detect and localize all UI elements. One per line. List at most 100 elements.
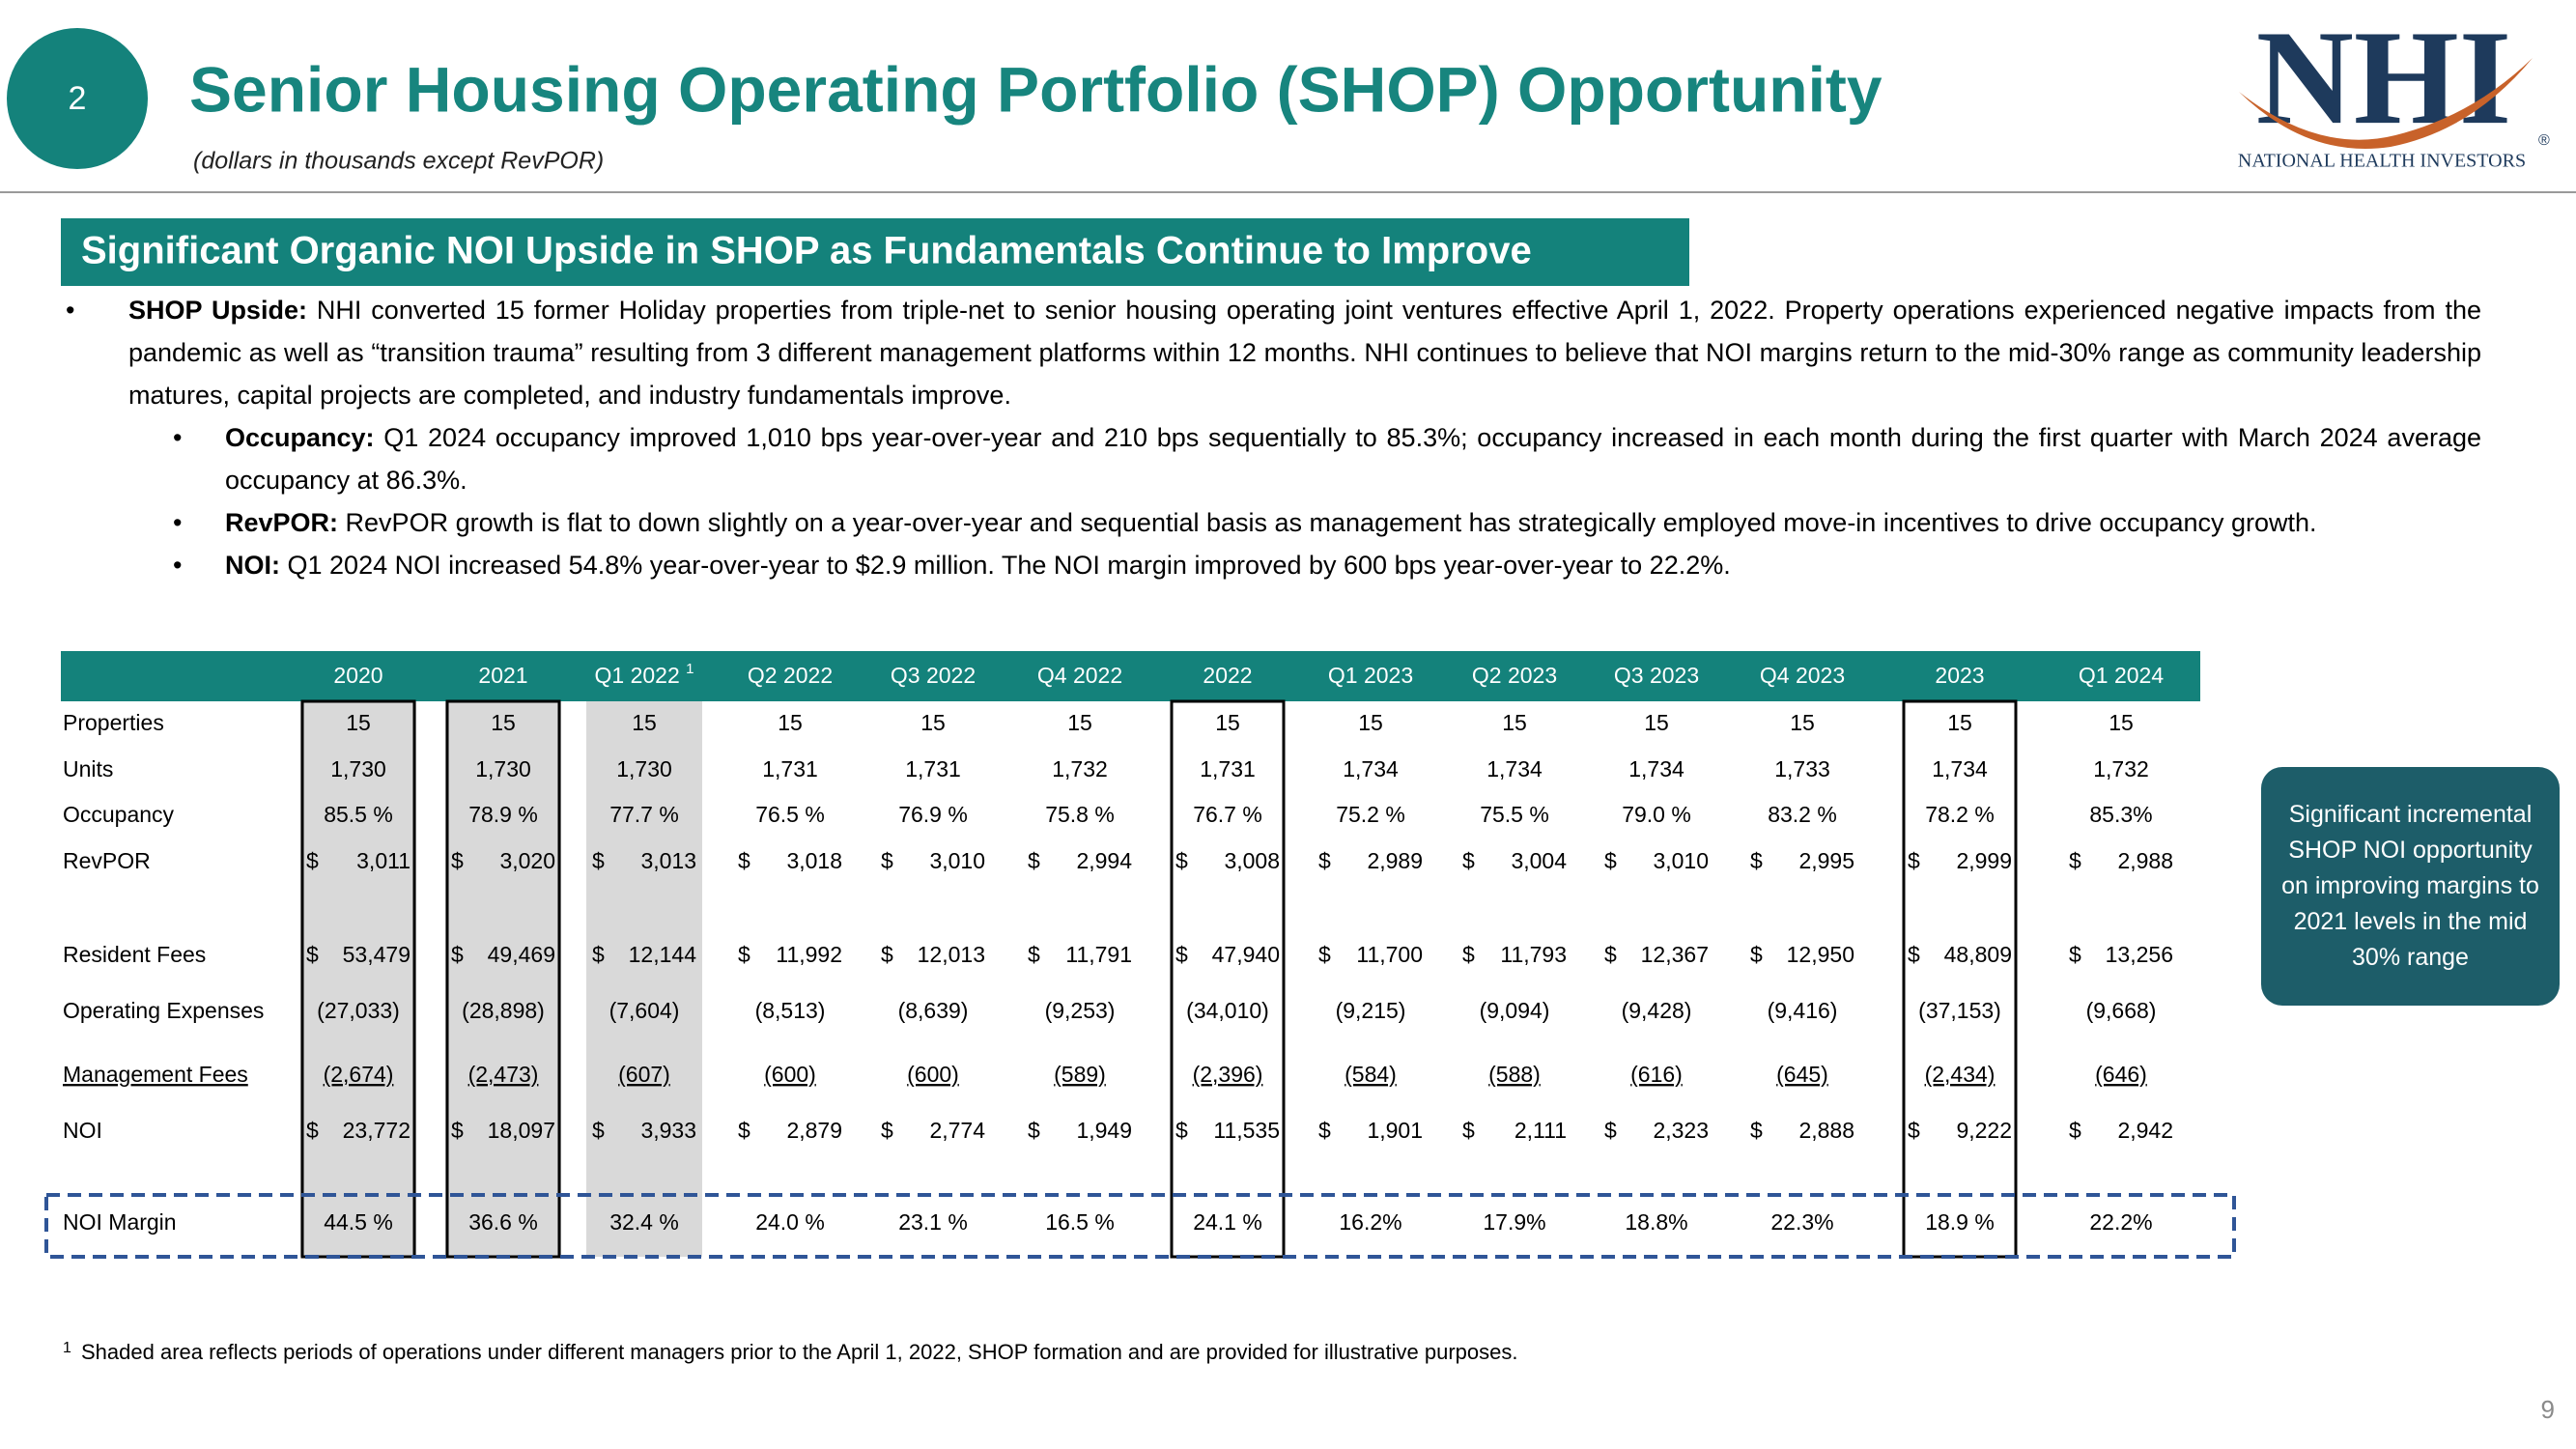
row-label: Units: [63, 756, 113, 781]
cell: (600): [907, 1062, 959, 1087]
cell: 3,011: [356, 848, 410, 873]
cell: 1,730: [330, 756, 386, 781]
cell: 2,988: [2117, 848, 2173, 873]
currency-symbol: $: [1318, 1118, 1331, 1143]
cell: 49,469: [488, 942, 555, 967]
cell: 75.8 %: [1045, 802, 1115, 827]
cell: 78.9 %: [468, 802, 538, 827]
cell: 17.9%: [1483, 1209, 1545, 1235]
banner-bg: [61, 218, 1689, 286]
bullet: • RevPOR: RevPOR growth is flat to down s…: [66, 501, 2481, 544]
column-label: Q1 2024: [2079, 663, 2164, 688]
cell: 2,995: [1798, 848, 1854, 873]
currency-symbol: $: [881, 848, 893, 873]
cell: 15: [491, 710, 516, 735]
row-label: NOI Margin: [63, 1209, 177, 1235]
cell: 15: [1502, 710, 1527, 735]
currency-symbol: $: [1750, 848, 1763, 873]
cell: 48,809: [1944, 942, 2012, 967]
column-header: Q1 2022 1: [595, 661, 694, 688]
cell: 1,733: [1774, 756, 1830, 781]
column-header: 2021: [478, 663, 527, 688]
bullet-dot: •: [173, 423, 183, 452]
cell: 15: [1644, 710, 1669, 735]
cell: 1,731: [1200, 756, 1256, 781]
cell: 22.2%: [2089, 1209, 2152, 1235]
cell: (37,153): [1918, 998, 2001, 1023]
cell: 1,734: [1343, 756, 1399, 781]
currency-symbol: $: [1908, 1118, 1920, 1143]
cell: 2,323: [1653, 1118, 1709, 1143]
cell: 12,950: [1787, 942, 1854, 967]
cell: 24.1 %: [1193, 1209, 1262, 1235]
bullet: • Occupancy: Q1 2024 occupancy improved 1…: [66, 416, 2481, 501]
cell: (9,668): [2086, 998, 2157, 1023]
currency-symbol: $: [738, 1118, 750, 1143]
column-label: Q2 2022: [748, 663, 833, 688]
column-label: Q4 2023: [1760, 663, 1845, 688]
logo-swoosh: [2239, 58, 2533, 150]
column-header: Q2 2022: [748, 663, 833, 688]
cell: 22.3%: [1770, 1209, 1833, 1235]
column-label: Q3 2022: [891, 663, 976, 688]
cell: (2,396): [1193, 1062, 1263, 1087]
cell: 1,731: [905, 756, 961, 781]
column-header: Q1 2024: [2079, 663, 2164, 688]
cell: 85.3%: [2089, 802, 2152, 827]
boxed-column: [1170, 699, 1286, 1259]
currency-symbol: $: [1604, 1118, 1617, 1143]
banner: Significant Organic NOI Upside in SHOP a…: [81, 230, 1532, 272]
currency-symbol: $: [1175, 942, 1188, 967]
currency-symbol: $: [1750, 1118, 1763, 1143]
cell: 3,013: [640, 848, 696, 873]
cell: (7,604): [609, 998, 680, 1023]
row-label: RevPOR: [63, 848, 151, 873]
cell: 12,367: [1641, 942, 1709, 967]
currency-symbol: $: [1604, 848, 1617, 873]
cell: (9,215): [1336, 998, 1406, 1023]
cell: 2,879: [786, 1118, 842, 1143]
currency-symbol: $: [1318, 848, 1331, 873]
currency-symbol: $: [306, 942, 319, 967]
currency-symbol: $: [2069, 848, 2081, 873]
cell: 75.2 %: [1336, 802, 1405, 827]
currency-symbol: $: [1750, 942, 1763, 967]
cell: 11,535: [1213, 1118, 1280, 1143]
cell: 79.0 %: [1622, 802, 1691, 827]
currency-symbol: $: [306, 848, 319, 873]
row-label: Occupancy: [63, 802, 175, 827]
boxed-column: [1902, 699, 2018, 1259]
currency-symbol: $: [2069, 1118, 2081, 1143]
column-header: 2022: [1203, 663, 1252, 688]
column-header: Q4 2022: [1037, 663, 1122, 688]
cell: 2,994: [1076, 848, 1132, 873]
cell: 1,901: [1367, 1118, 1423, 1143]
cell: 15: [2109, 710, 2134, 735]
cell: (27,033): [317, 998, 400, 1023]
cell: 53,479: [343, 942, 410, 967]
cell: (34,010): [1186, 998, 1269, 1023]
cell: (8,639): [898, 998, 969, 1023]
cell: 11,992: [776, 942, 842, 967]
table: 2020 2021 Q1 2022 1 Q2 2022 Q3 2022 Q4 2022 20…: [61, 651, 2200, 1259]
currency-symbol: $: [306, 1118, 319, 1143]
section-number: 2: [69, 80, 87, 117]
column-header: Q2 2023: [1472, 663, 1557, 688]
shaded-column: [300, 701, 416, 1257]
bullet-list: • SHOP Upside: NHI converted 15 former Ho…: [66, 289, 2481, 586]
currency-symbol: $: [1028, 848, 1040, 873]
cell: 2,111: [1514, 1118, 1567, 1143]
footnote-marker: 1: [63, 1340, 71, 1356]
cell: 32.4 %: [609, 1209, 679, 1235]
cell: 3,010: [929, 848, 985, 873]
cell: 2,999: [1956, 848, 2012, 873]
cell: 1,734: [1932, 756, 1988, 781]
cell: 76.9 %: [898, 802, 968, 827]
currency-symbol: $: [1028, 942, 1040, 967]
cell: 3,010: [1653, 848, 1709, 873]
bullet-dot: •: [173, 551, 183, 580]
cell: 1,730: [475, 756, 531, 781]
column-label: Q3 2023: [1614, 663, 1699, 688]
cell: 12,013: [918, 942, 985, 967]
cell: 36.6 %: [468, 1209, 538, 1235]
